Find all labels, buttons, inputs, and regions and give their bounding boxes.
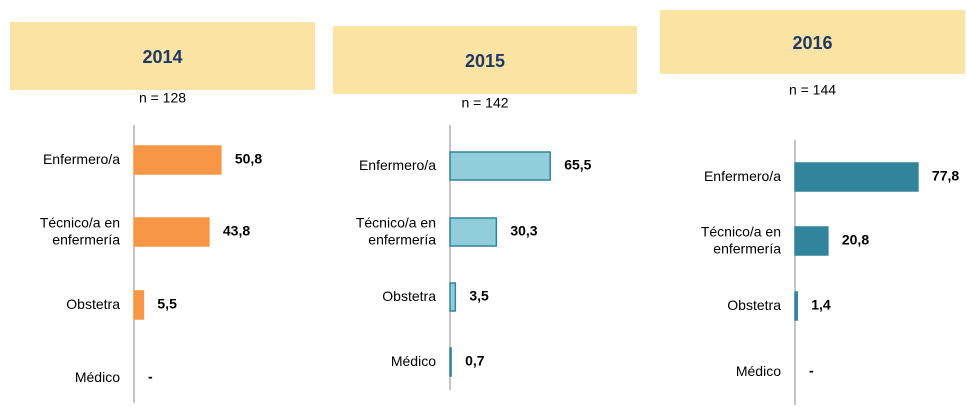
value-label: 20,8 (842, 232, 869, 248)
category-label: Enfermero/a (359, 157, 436, 173)
bar (794, 226, 829, 256)
value-label: - (148, 369, 153, 385)
category-line: Enfermero/a (704, 168, 781, 184)
category-line: Enfermero/a (43, 151, 120, 167)
bar (449, 217, 498, 247)
category-label: Enfermero/a (43, 151, 120, 167)
value-label: 0,7 (465, 353, 485, 369)
category-line: enfermería (368, 231, 436, 247)
bar (449, 347, 452, 377)
category-line: Obstetra (66, 296, 120, 312)
category-line: Médico (391, 353, 436, 369)
category-label: Técnico/a en enfermería (356, 214, 436, 247)
category-line: enfermería (713, 240, 781, 256)
value-label: 65,5 (564, 157, 591, 173)
value-label: 77,8 (932, 168, 959, 184)
chart-title: 2015 (465, 51, 505, 71)
bar (449, 282, 457, 312)
header-box (660, 10, 965, 74)
value-label: 43,8 (223, 223, 250, 239)
category-label: Técnico/a en enfermería (40, 214, 120, 247)
header-box (10, 22, 315, 90)
category-line: Técnico/a en (701, 223, 781, 239)
chart-title: 2016 (792, 33, 832, 53)
chart-subtitle: n = 128 (139, 90, 186, 106)
bar (133, 290, 145, 320)
category-label: Técnico/a en enfermería (701, 223, 781, 256)
category-label: Obstetra (727, 297, 781, 313)
value-label: 3,5 (469, 288, 489, 304)
bar (794, 162, 919, 192)
category-line: Técnico/a en (40, 214, 120, 230)
header-box (333, 26, 637, 94)
category-line: Médico (75, 369, 120, 385)
category-line: Técnico/a en (356, 214, 436, 230)
category-label: Obstetra (382, 288, 436, 304)
category-line: Obstetra (382, 288, 436, 304)
value-label: - (809, 363, 814, 379)
value-label: 1,4 (811, 297, 831, 313)
category-label: Enfermero/a (704, 168, 781, 184)
category-label: Médico (391, 353, 436, 369)
chart-subtitle: n = 142 (461, 95, 508, 111)
category-label: Obstetra (66, 296, 120, 312)
bar (794, 291, 798, 321)
category-line: Enfermero/a (359, 157, 436, 173)
bar (133, 217, 210, 247)
bar (449, 151, 551, 181)
category-line: enfermería (52, 231, 120, 247)
value-label: 30,3 (510, 223, 537, 239)
value-label: 5,5 (157, 296, 177, 312)
bar (133, 145, 222, 175)
category-label: Médico (736, 363, 781, 379)
value-label: 50,8 (235, 151, 262, 167)
category-label: Médico (75, 369, 120, 385)
category-line: Médico (736, 363, 781, 379)
category-line: Obstetra (727, 297, 781, 313)
chart-subtitle: n = 144 (789, 82, 836, 98)
chart-title: 2014 (142, 47, 182, 67)
